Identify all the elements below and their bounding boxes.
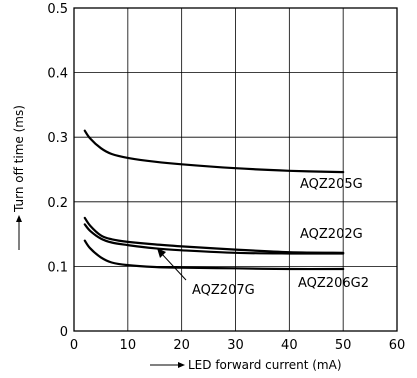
- series-lines: [85, 131, 343, 269]
- y-axis-label: Turn off time (ms): [12, 105, 26, 213]
- series-label-aqz206g2: AQZ206G2: [298, 276, 369, 291]
- series-label-aqz202g: AQZ202G: [300, 227, 363, 242]
- series-label-aqz207g: AQZ207G: [192, 283, 255, 298]
- series-label-aqz205g: AQZ205G: [300, 177, 363, 192]
- x-axis-label: LED forward current (mA): [188, 358, 342, 372]
- y-tick-label: 0: [60, 325, 68, 340]
- y-tick-label: 0.1: [47, 260, 68, 275]
- x-tick-label: 30: [227, 338, 244, 353]
- x-tick-label: 10: [120, 338, 137, 353]
- x-tick-label: 0: [70, 338, 78, 353]
- y-tick-label: 0.5: [47, 2, 68, 17]
- series-labels: AQZ205G AQZ202G AQZ207G AQZ206G2: [192, 177, 369, 298]
- x-axis-arrowhead: [178, 362, 185, 368]
- y-axis-arrowhead: [16, 215, 22, 222]
- x-tick-label: 50: [335, 338, 352, 353]
- x-tick-label: 40: [281, 338, 298, 353]
- y-tick-label: 0.4: [47, 67, 68, 82]
- y-tick-label: 0.3: [47, 131, 68, 146]
- x-tick-label: 20: [173, 338, 190, 353]
- y-tick-label: 0.2: [47, 196, 68, 211]
- x-tick-label: 60: [389, 338, 406, 353]
